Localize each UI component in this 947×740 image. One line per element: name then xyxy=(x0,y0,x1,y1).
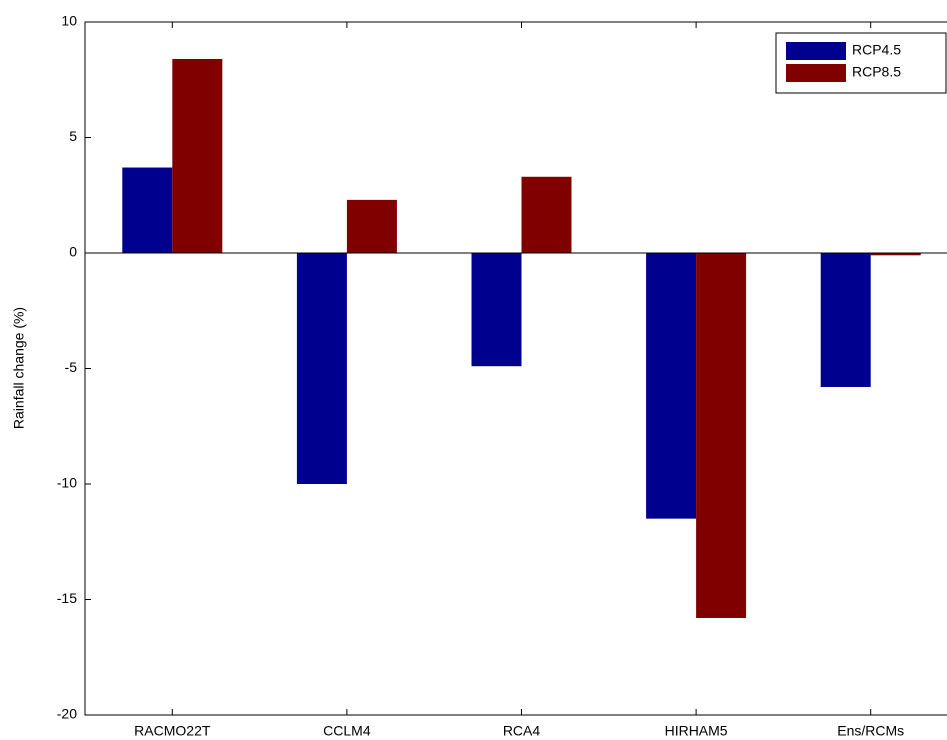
bar xyxy=(696,253,747,618)
bar xyxy=(870,253,921,256)
x-tick-label: CCLM4 xyxy=(323,723,371,739)
bar xyxy=(172,58,223,254)
bar xyxy=(521,176,572,253)
bar xyxy=(122,167,173,253)
x-tick-label: HIRHAM5 xyxy=(665,723,728,739)
y-tick-label: 0 xyxy=(69,244,77,260)
legend-swatch xyxy=(786,42,846,60)
x-tick-label: RACMO22T xyxy=(134,723,211,739)
y-tick-label: -10 xyxy=(57,475,77,491)
bar xyxy=(296,253,347,484)
x-tick-label: RCA4 xyxy=(503,723,541,739)
y-tick-label: -5 xyxy=(65,359,78,375)
legend-label: RCP4.5 xyxy=(852,42,901,58)
y-tick-label: -20 xyxy=(57,706,77,722)
y-tick-label: 5 xyxy=(69,128,77,144)
bar xyxy=(346,199,397,253)
bar xyxy=(471,253,522,367)
plot-area xyxy=(84,21,947,716)
legend-label: RCP8.5 xyxy=(852,64,901,80)
y-tick-label: 10 xyxy=(61,13,77,29)
bar xyxy=(820,253,871,387)
legend-swatch xyxy=(786,64,846,82)
y-tick-label: -15 xyxy=(57,590,77,606)
bar xyxy=(646,253,697,519)
y-axis-label: Rainfall change (%) xyxy=(11,307,27,429)
legend-box xyxy=(775,32,947,94)
x-tick-label: Ens/RCMs xyxy=(837,723,904,739)
